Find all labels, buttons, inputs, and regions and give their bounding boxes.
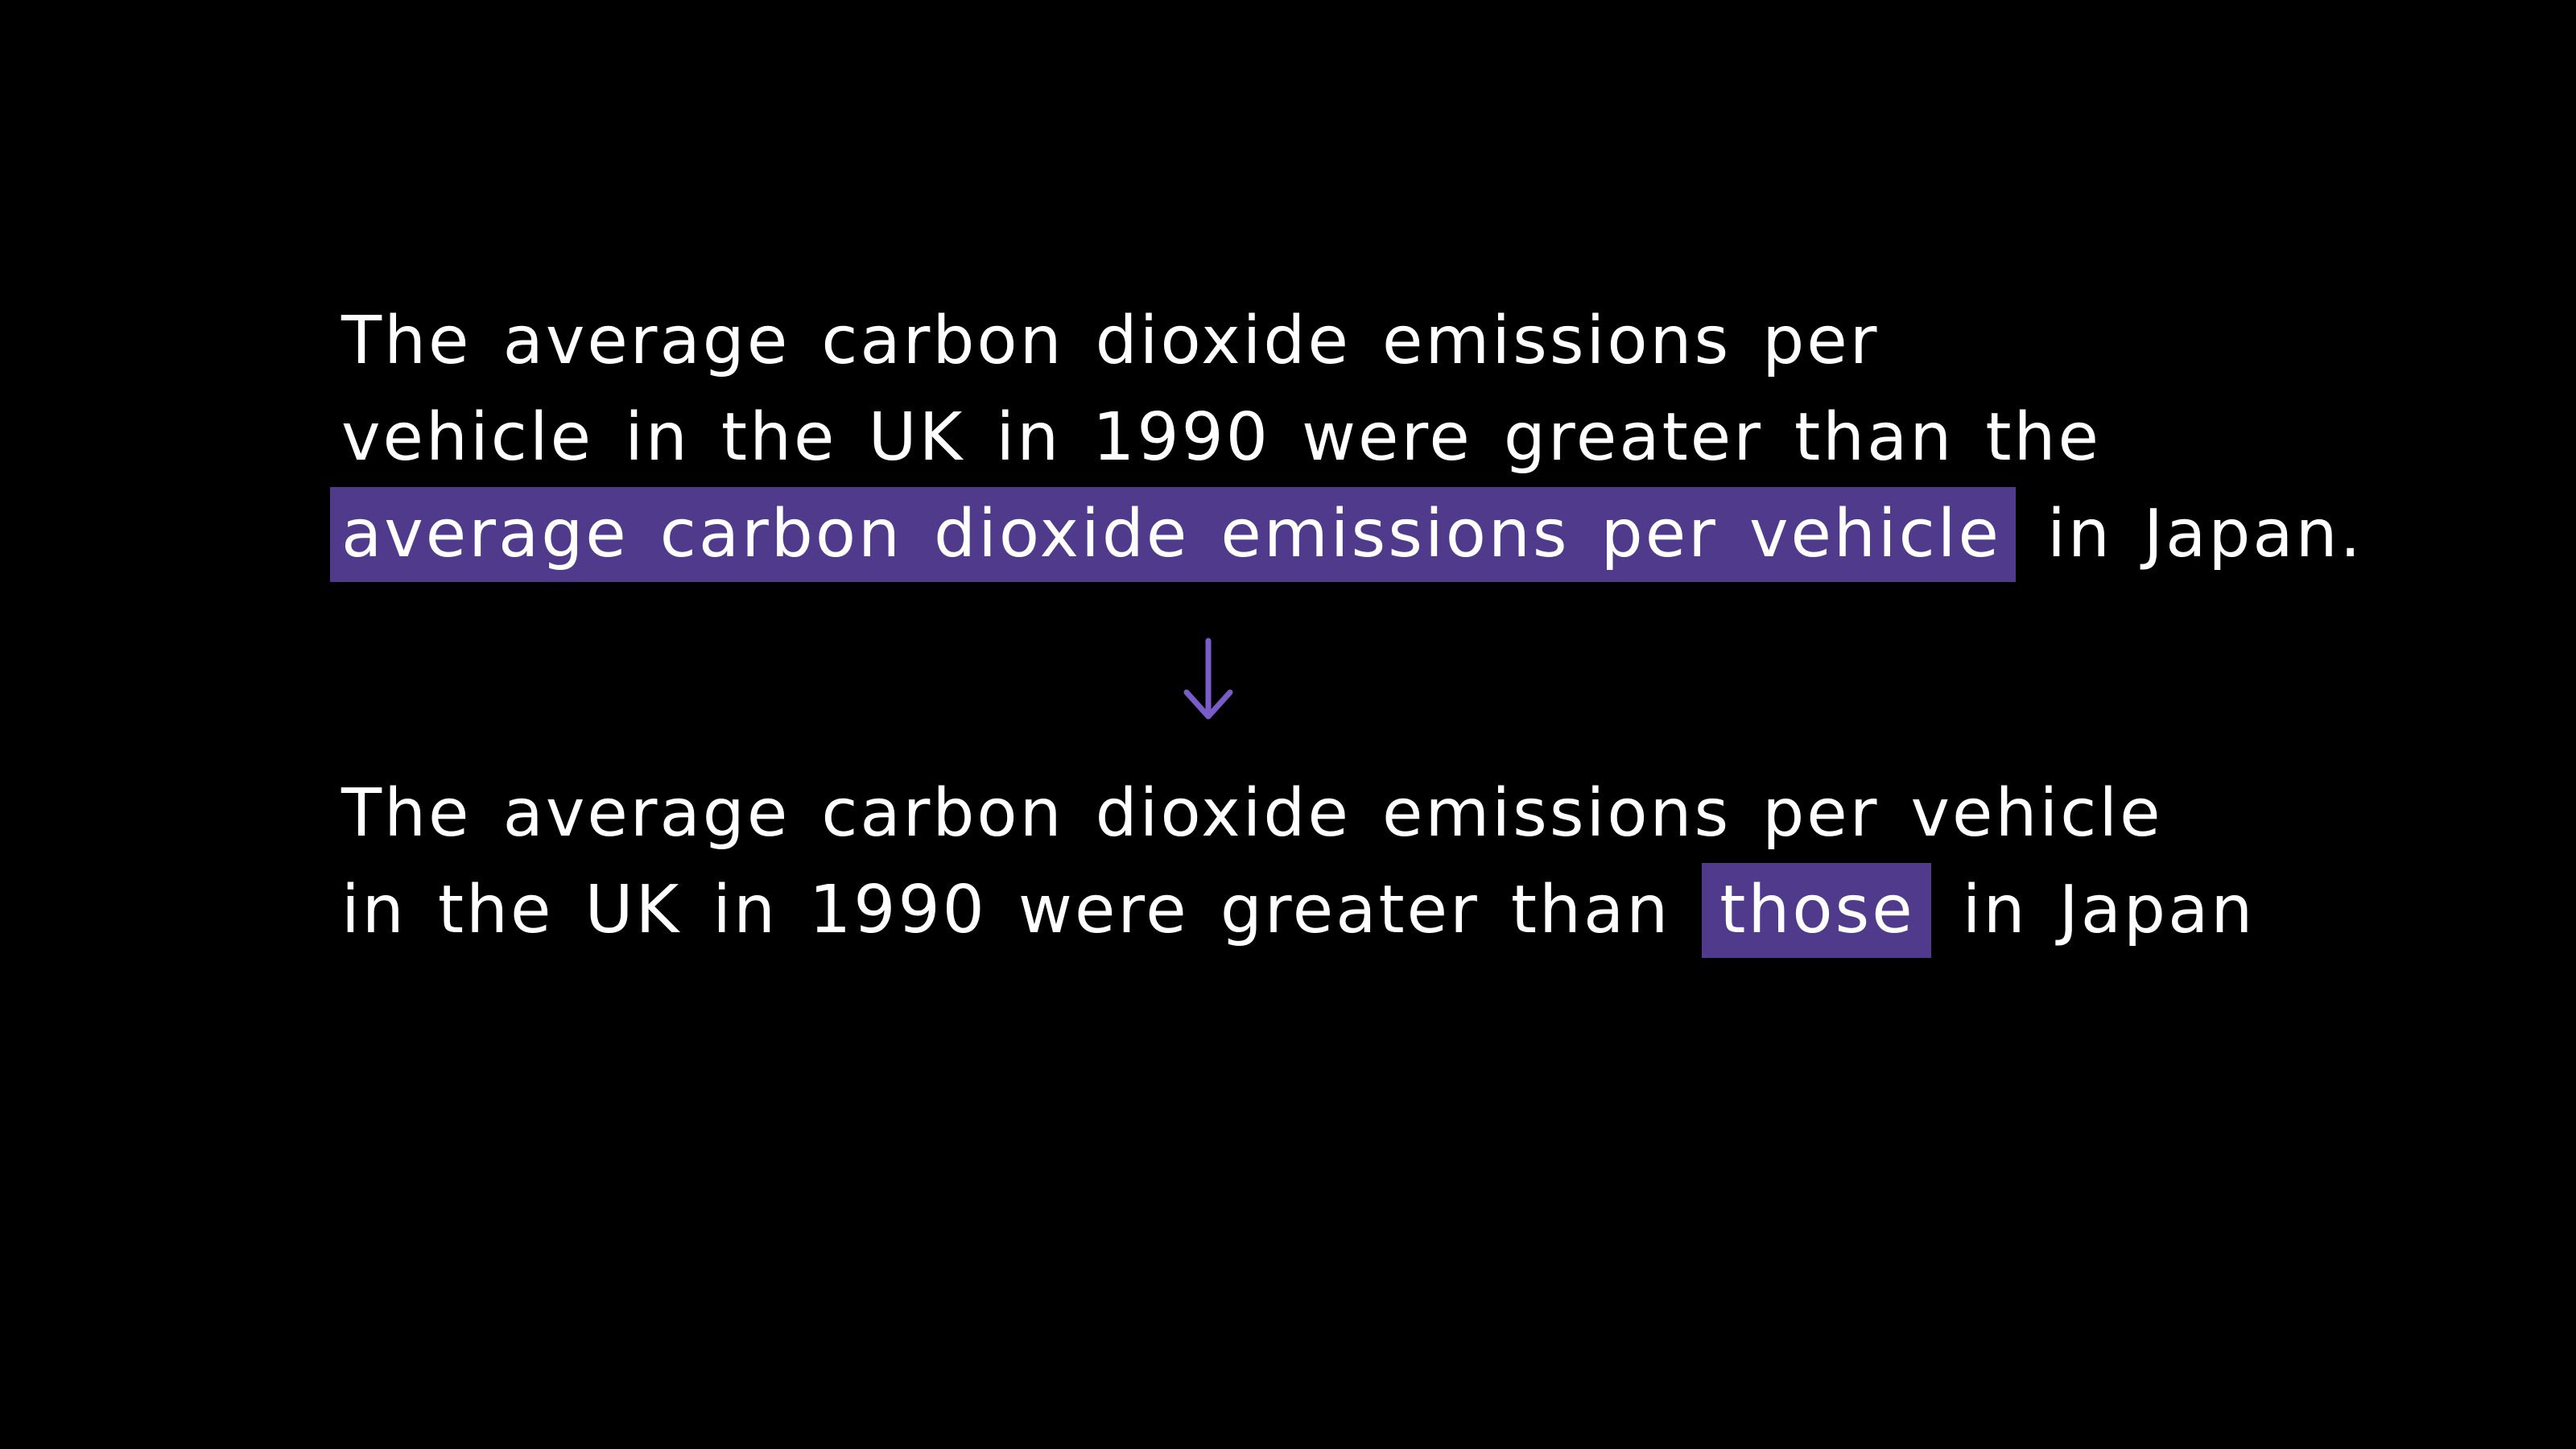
revised-line-2-after: in Japan xyxy=(1930,872,2256,948)
highlighted-pronoun: those xyxy=(1702,863,1931,958)
original-line-3-rest: in Japan. xyxy=(2016,496,2363,572)
revised-line-2: in the UK in 1990 were greater than thos… xyxy=(341,862,2255,959)
down-arrow-icon xyxy=(1183,638,1233,720)
revised-sentence: The average carbon dioxide emissions per… xyxy=(341,766,2255,959)
original-sentence: The average carbon dioxide emissions per… xyxy=(330,293,2363,583)
original-line-2: vehicle in the UK in 1990 were greater t… xyxy=(341,399,2101,476)
original-line-1: The average carbon dioxide emissions per xyxy=(341,303,1880,379)
revised-line-2-before: in the UK in 1990 were greater than xyxy=(341,872,1703,948)
original-line-3: average carbon dioxide emissions per veh… xyxy=(330,486,2363,583)
highlighted-phrase: average carbon dioxide emissions per veh… xyxy=(330,487,2016,582)
revised-line-1: The average carbon dioxide emissions per… xyxy=(341,775,2163,852)
